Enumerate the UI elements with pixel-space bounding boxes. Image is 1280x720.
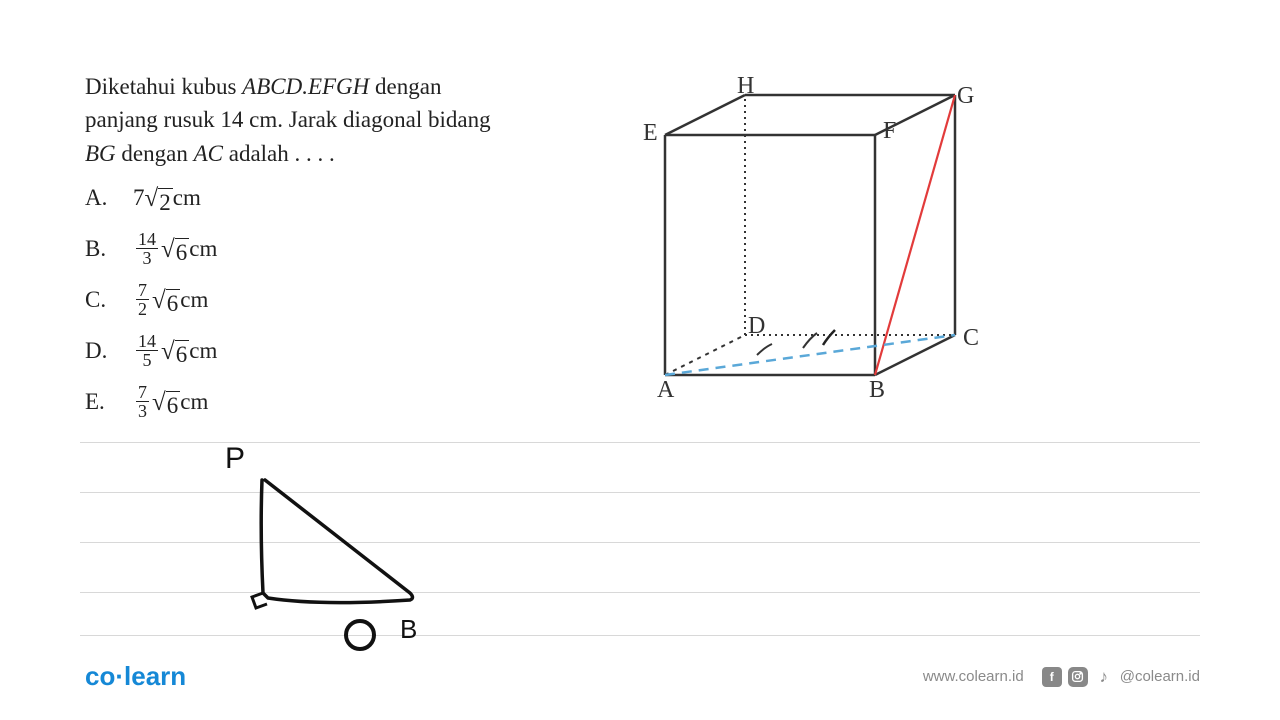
tiktok-icon: ♪ (1094, 667, 1114, 687)
cube-diagram: A B C D E F G H (625, 70, 1195, 434)
q-text-2: panjang rusuk 14 cm. Jarak diagonal bida… (85, 107, 491, 132)
option-letter: E. (85, 385, 133, 418)
logo-co: co (85, 661, 115, 691)
sketch-label-b: B (400, 614, 417, 644)
options-list: A. 72 cm B. 1436 cm C. 726 cm D. 1456 cm… (85, 180, 565, 420)
q-text-1: Diketahui kubus (85, 74, 242, 99)
option-unit: cm (189, 232, 217, 265)
option-letter: D. (85, 334, 133, 367)
footer-url: www.colearn.id (923, 668, 1024, 685)
fraction: 143 (136, 230, 158, 267)
q-ac: AC (194, 141, 223, 166)
label-b: B (869, 377, 885, 403)
fraction: 72 (136, 281, 149, 318)
cube-svg: A B C D E F G H (625, 75, 1025, 415)
label-d: D (748, 313, 765, 339)
option-unit: cm (189, 334, 217, 367)
label-a: A (657, 377, 675, 403)
footer: co·learn www.colearn.id f ♪ @colearn.id (85, 661, 1200, 692)
q-cube-name: ABCD.EFGH (242, 74, 369, 99)
q-text-1b: dengan (369, 74, 441, 99)
option-c: C. 726 cm (85, 281, 565, 318)
option-unit: cm (173, 181, 201, 214)
sqrt-icon: 6 (161, 333, 189, 369)
question-column: Diketahui kubus ABCD.EFGH dengan panjang… (85, 70, 565, 434)
social-icons: f ♪ @colearn.id (1042, 667, 1200, 687)
option-letter: C. (85, 283, 133, 316)
logo-dot: · (115, 661, 124, 691)
logo-learn: learn (124, 661, 186, 691)
hand-sketch: P B (200, 438, 480, 663)
sqrt-icon: 6 (161, 231, 189, 267)
fraction: 73 (136, 383, 149, 420)
option-letter: A. (85, 181, 133, 214)
option-letter: B. (85, 232, 133, 265)
option-unit: cm (180, 385, 208, 418)
label-e: E (643, 120, 658, 146)
q-text-3a: dengan (116, 141, 194, 166)
option-d: D. 1456 cm (85, 332, 565, 369)
instagram-icon (1068, 667, 1088, 687)
label-g: G (957, 83, 974, 109)
label-f: F (883, 118, 896, 144)
label-h: H (737, 75, 754, 99)
footer-handle: @colearn.id (1120, 668, 1200, 685)
logo: co·learn (85, 661, 186, 692)
sketch-label-p: P (225, 442, 245, 475)
sqrt-icon: 2 (145, 180, 173, 216)
label-c: C (963, 325, 979, 351)
sqrt-icon: 6 (152, 282, 180, 318)
facebook-icon: f (1042, 667, 1062, 687)
q-bg: BG (85, 141, 116, 166)
question-text: Diketahui kubus ABCD.EFGH dengan panjang… (85, 70, 565, 170)
option-a: A. 72 cm (85, 180, 565, 216)
option-unit: cm (180, 283, 208, 316)
sqrt-icon: 6 (152, 384, 180, 420)
notes-area: P B (0, 430, 1280, 670)
fraction: 145 (136, 332, 158, 369)
option-e: E. 736 cm (85, 383, 565, 420)
q-text-3b: adalah . . . . (223, 141, 335, 166)
option-a-coef: 7 (133, 181, 145, 214)
footer-right: www.colearn.id f ♪ @colearn.id (923, 667, 1200, 687)
option-b: B. 1436 cm (85, 230, 565, 267)
